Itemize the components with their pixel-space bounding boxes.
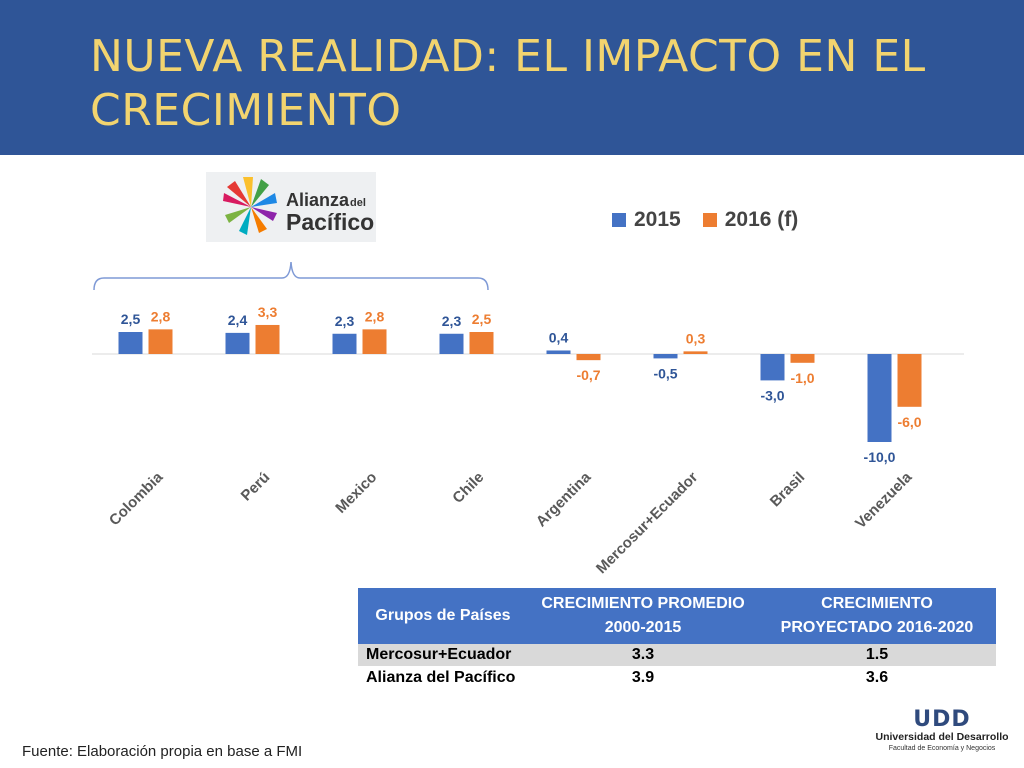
data-label-2015-0: 2,5	[121, 311, 141, 327]
logo-text-pacifico: Pacífico	[286, 209, 374, 235]
bar-2015-2	[332, 333, 357, 354]
bar-2015-4	[546, 350, 571, 354]
udd-faculty: Facultad de Economía y Negocios	[889, 745, 996, 752]
bars-group	[118, 324, 922, 442]
growth-table: Grupos de Países CRECIMIENTO PROMEDIO 20…	[358, 588, 996, 690]
bar-2015-7	[867, 354, 892, 442]
table-cell: 3.9	[528, 666, 758, 690]
logo-text-alianza: Alianza	[286, 190, 350, 210]
category-label-7: Venezuela	[852, 468, 916, 532]
legend-label-2015: 2015	[634, 208, 681, 231]
category-label-2: Mexico	[332, 469, 380, 517]
bar-2015-0	[118, 332, 143, 354]
category-label-1: Perú	[238, 469, 274, 505]
data-label-2016-1: 3,3	[258, 304, 278, 320]
bar-2015-3	[439, 333, 464, 354]
table-header-grupos: Grupos de Países	[358, 588, 528, 644]
value-labels-group: 2,5 2,8 2,4 3,3 2,3 2,8 2,3 2,5 0,4 -0,7 -0,5 0,3 -3…	[121, 304, 922, 465]
udd-name: Universidad del Desarrollo	[876, 731, 1008, 743]
table-cell: Mercosur+Ecuador	[358, 644, 528, 667]
data-label-2016-0: 2,8	[151, 308, 171, 324]
data-label-2015-1: 2,4	[228, 312, 248, 328]
legend-item-2016: 2016 (f)	[702, 208, 799, 232]
chart-legend: 2015 2016 (f)	[612, 208, 820, 232]
table-cell: 3.6	[758, 666, 996, 690]
logo-text-del: del	[350, 197, 366, 209]
table-cell: Alianza del Pacífico	[358, 666, 528, 690]
table-row: Alianza del Pacífico 3.9 3.6	[358, 666, 996, 690]
legend-swatch-2016	[702, 213, 717, 227]
data-label-2015-6: -3,0	[760, 387, 784, 403]
data-label-2015-3: 2,3	[442, 313, 462, 329]
udd-mark: UDD	[913, 707, 970, 732]
data-label-2016-3: 2,5	[472, 311, 492, 327]
legend-swatch-2015	[612, 213, 626, 227]
alianza-pacifico-logo: Alianza del Pacífico	[206, 172, 376, 242]
slide-title: NUEVA REALIDAD: EL IMPACTO EN EL CRECIMI…	[90, 31, 926, 136]
data-label-2016-2: 2,8	[365, 308, 385, 324]
table-header-promedio: CRECIMIENTO PROMEDIO 2000-2015	[528, 588, 758, 644]
table-cell: 3.3	[528, 644, 758, 667]
bar-2015-6	[760, 354, 785, 381]
source-note: Fuente: Elaboración propia en base a FMI	[22, 743, 303, 760]
bar-2016-6	[790, 354, 815, 363]
data-label-2016-5: 0,3	[686, 330, 706, 346]
bar-2016-2	[362, 329, 387, 354]
table-header-row: Grupos de Países CRECIMIENTO PROMEDIO 20…	[358, 588, 996, 644]
category-label-0: Colombia	[106, 468, 167, 529]
data-label-2016-6: -1,0	[790, 370, 814, 386]
category-labels-group: Colombia Perú Mexico Chile ArgentinaMercosur…	[106, 468, 916, 577]
data-label-2015-4: 0,4	[549, 329, 569, 345]
bar-2016-0	[148, 329, 173, 354]
data-label-2015-5: -0,5	[653, 365, 677, 381]
data-label-2016-4: -0,7	[576, 367, 600, 383]
bar-2016-7	[897, 354, 922, 407]
table-row: Mercosur+Ecuador 3.3 1.5	[358, 644, 996, 667]
legend-label-2016: 2016 (f)	[724, 208, 799, 231]
bar-2016-3	[469, 332, 494, 354]
bar-2016-1	[255, 324, 280, 354]
bar-2016-4	[576, 354, 601, 361]
header-bar	[0, 0, 1024, 155]
bar-2016-5	[683, 351, 708, 354]
bar-2015-1	[225, 332, 250, 354]
table-header-proyectado: CRECIMIENTO PROYECTADO 2016-2020	[758, 588, 996, 644]
alianza-pacifico-emblem-icon: Alianza del Pacífico	[223, 177, 374, 235]
bar-chart: 2,5 2,8 2,4 3,3 2,3 2,8 2,3 2,5 0,4 -0,7 -0,5 0,3 -3…	[92, 261, 964, 577]
bar-2015-5	[653, 354, 678, 359]
data-label-2016-7: -6,0	[897, 414, 921, 430]
udd-logo: UDD Universidad del Desarrollo Facultad …	[875, 706, 1008, 756]
category-label-5: Mercosur+Ecuador	[593, 469, 702, 578]
table-cell: 1.5	[758, 644, 996, 667]
category-label-3: Chile	[449, 469, 487, 507]
category-label-6: Brasil	[767, 469, 809, 511]
legend-item-2015: 2015	[612, 208, 681, 232]
alianza-bracket	[93, 261, 489, 291]
data-label-2015-7: -10,0	[864, 449, 896, 465]
data-label-2015-2: 2,3	[335, 313, 355, 329]
category-label-4: Argentina	[533, 468, 595, 530]
